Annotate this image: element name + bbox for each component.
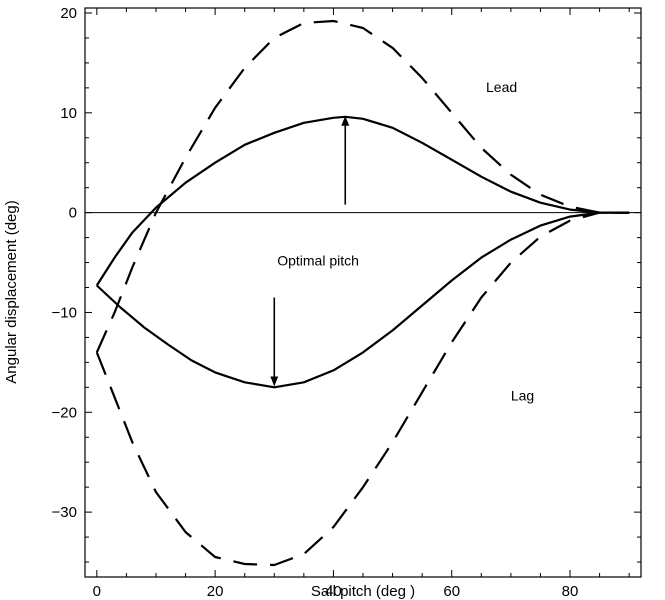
plot-area <box>84 7 642 578</box>
x-tick-label: 20 <box>207 583 224 600</box>
series-line-3-dashed <box>95 19 630 353</box>
annotation-optimal-pitch: Optimal pitch <box>277 253 359 269</box>
series-line-4-dashed <box>95 211 630 567</box>
y-axis-title: Angular displacement (deg) <box>3 200 20 383</box>
y-tick-label: −20 <box>52 404 77 421</box>
annotation-lead: Lead <box>486 79 517 95</box>
y-tick-label: 10 <box>60 105 77 122</box>
x-tick-label: 60 <box>443 583 460 600</box>
series-line-1-solid <box>95 115 630 287</box>
x-axis-title: Sail pitch (deg ) <box>311 583 415 600</box>
x-tick-label: 0 <box>93 583 101 600</box>
x-tick-label: 80 <box>562 583 579 600</box>
y-tick-label: −30 <box>52 504 77 521</box>
x-tick-label: 40 <box>325 583 342 600</box>
y-tick-label: −10 <box>52 304 77 321</box>
annotation-lag: Lag <box>511 387 534 403</box>
series-line-2-solid <box>96 211 630 389</box>
y-tick-label: 0 <box>69 205 77 222</box>
y-tick-label: 20 <box>60 5 77 22</box>
